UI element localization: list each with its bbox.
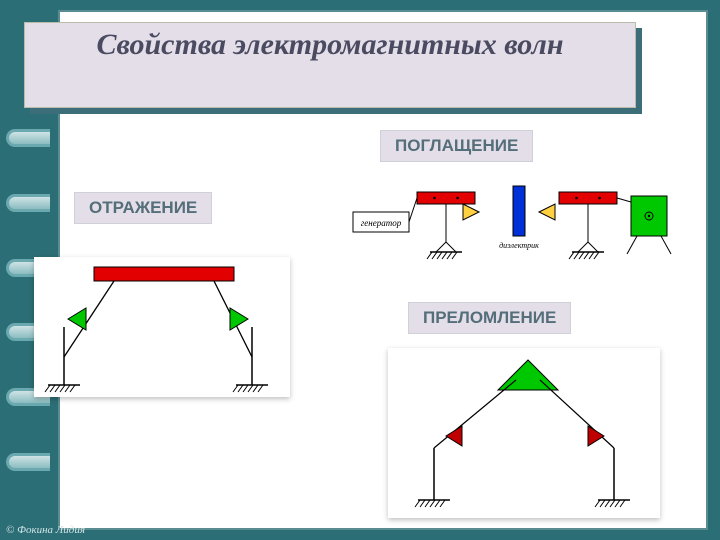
ring-icon — [6, 194, 50, 212]
copyright-text: © Фокина Лидия — [6, 524, 85, 536]
label-refraction: ПРЕЛОМЛЕНИЕ — [408, 302, 571, 334]
label-reflection: ОТРАЖЕНИЕ — [74, 192, 212, 224]
diagram-refraction — [388, 348, 660, 518]
svg-text:диэлектрик: диэлектрик — [499, 241, 539, 250]
diagram-absorption: генератор диэлектрик — [349, 182, 675, 266]
page-title: Свойства электромагнитных волн — [24, 22, 636, 108]
slide-frame: Свойства электромагнитных волн ОТРАЖЕНИЕ… — [0, 0, 720, 540]
svg-text:генератор: генератор — [361, 218, 402, 228]
label-absorption: ПОГЛАЩЕНИЕ — [380, 130, 533, 162]
diagram-reflection — [34, 257, 290, 397]
ring-icon — [6, 453, 50, 471]
page: Свойства электромагнитных волн ОТРАЖЕНИЕ… — [58, 10, 708, 530]
ring-icon — [6, 129, 50, 147]
